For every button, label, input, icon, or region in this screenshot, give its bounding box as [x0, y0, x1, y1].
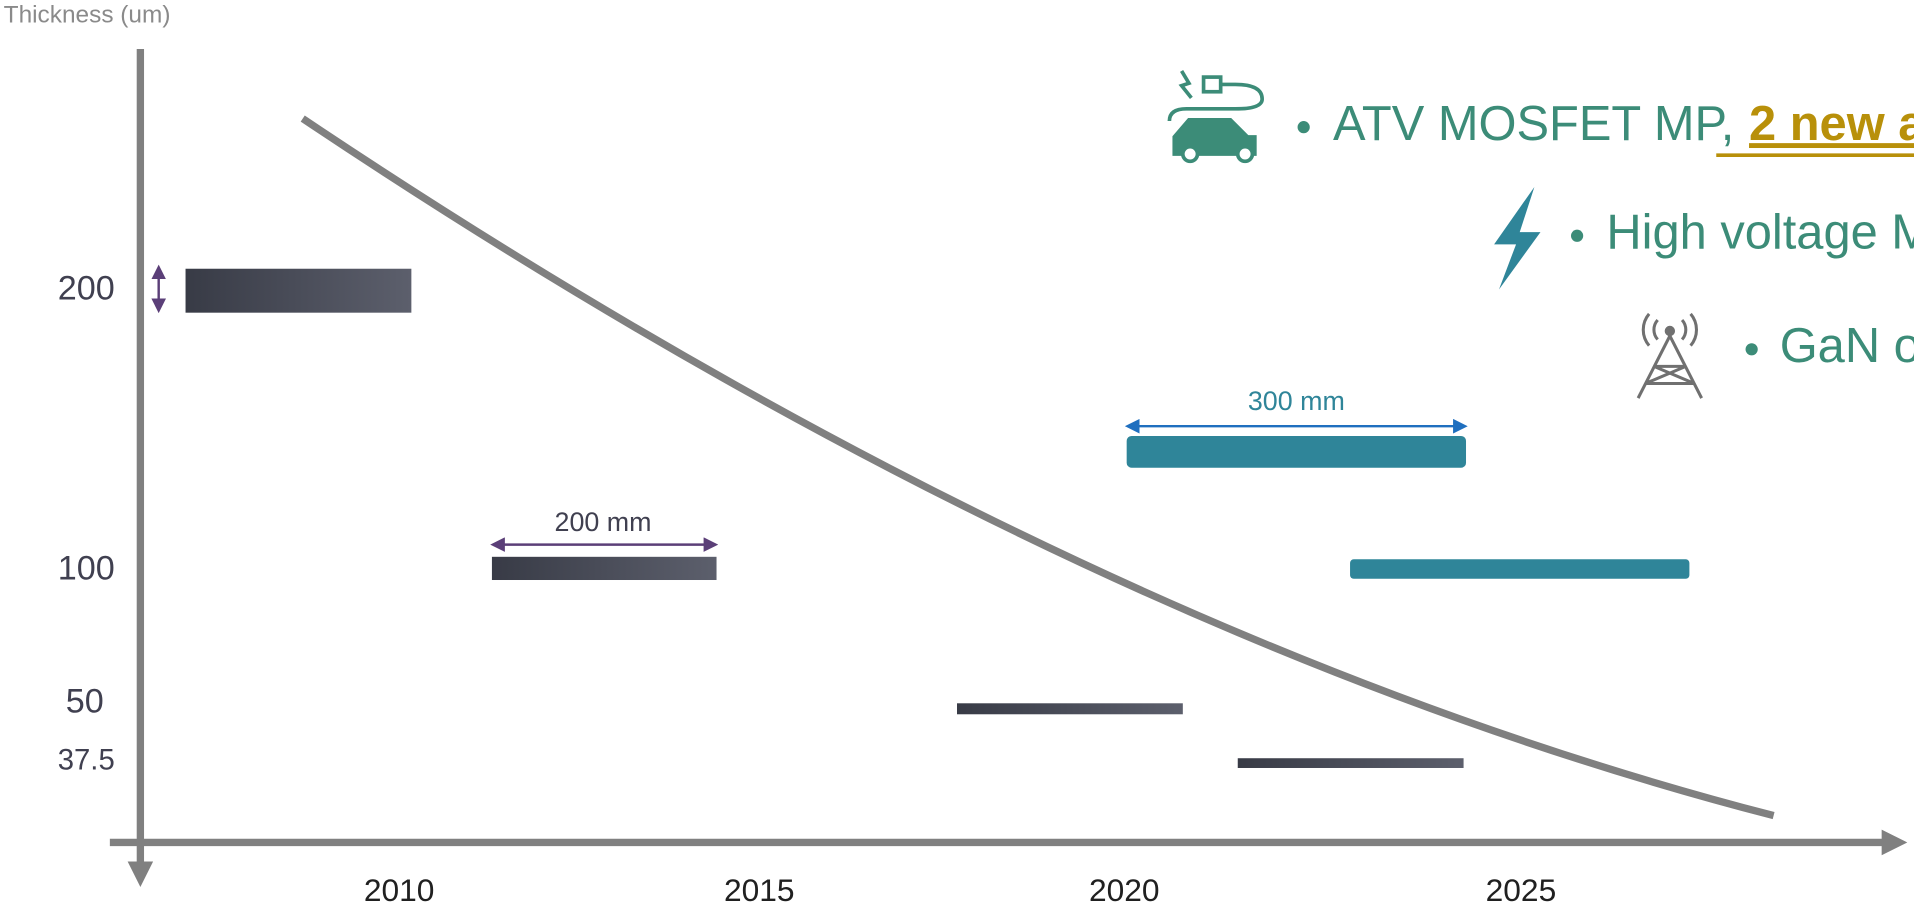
wafer-bar — [185, 268, 412, 313]
x-label: 2020 — [1089, 872, 1160, 908]
ev-icon — [1167, 70, 1264, 164]
annotation: 300 mm — [1248, 386, 1345, 416]
wafer-bar — [491, 556, 717, 581]
bullet-text: High voltage M — [1606, 206, 1914, 260]
highlight: 2 new a — [1749, 97, 1914, 151]
bullet-text: GaN o — [1780, 319, 1914, 373]
bullet-dot — [1297, 121, 1310, 134]
y-label: 100 — [58, 549, 115, 587]
bullet-text: ATV MOSFET MP, 2 new a — [1333, 97, 1914, 151]
axis-title: Thickness (um) — [4, 2, 171, 29]
bullet-text: ATV MOSFET MP, — [1333, 97, 1734, 151]
bullet-dot — [1745, 343, 1758, 356]
x-label: 2025 — [1486, 872, 1557, 908]
y-label: 200 — [58, 270, 115, 308]
wafer-bar — [1350, 559, 1690, 579]
y-label: 50 — [66, 682, 104, 720]
wafer-bar — [1237, 758, 1464, 768]
y-label: 37.5 — [58, 744, 115, 777]
annotation: 200 mm — [555, 507, 652, 537]
wafer-bar — [957, 703, 1183, 715]
x-label: 2010 — [364, 872, 435, 908]
wafer-bar — [1126, 435, 1467, 468]
bullet-dot — [1570, 229, 1584, 242]
trend-curve — [300, 115, 1775, 820]
tower-icon — [1636, 312, 1703, 399]
x-label: 2015 — [724, 872, 795, 908]
bolt-icon — [1494, 186, 1541, 290]
